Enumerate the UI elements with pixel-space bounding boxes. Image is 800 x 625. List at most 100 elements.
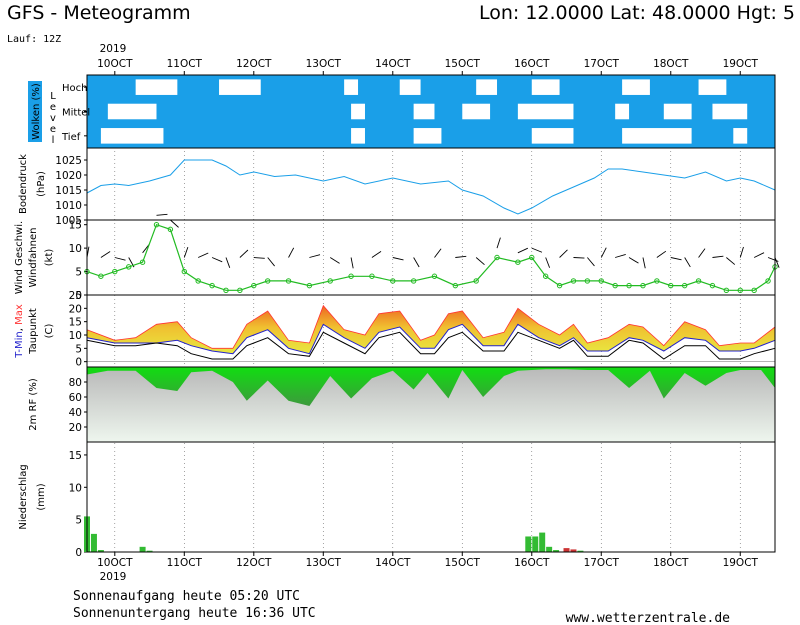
temperature-unit-label: (C) bbox=[44, 324, 55, 339]
wind-speed-point bbox=[556, 282, 563, 289]
wind-barb bbox=[712, 255, 724, 258]
cloud-clear-patch bbox=[462, 103, 491, 120]
cloud-clear-patch bbox=[733, 128, 748, 144]
wind-speed-point bbox=[612, 282, 618, 289]
pressure-tick-label: 1015 bbox=[55, 185, 82, 197]
wind-speed-point bbox=[327, 278, 333, 284]
cloud-clear-patch bbox=[698, 79, 727, 95]
year-label-top: 2019 bbox=[100, 43, 127, 55]
wind-speed-point bbox=[306, 282, 313, 289]
cloud-clear-patch bbox=[517, 103, 574, 120]
wind-barb bbox=[587, 257, 595, 267]
temperature-tick-label: 20 bbox=[69, 303, 82, 315]
cloud-clear-patch bbox=[100, 128, 164, 144]
wind-barb bbox=[455, 255, 467, 258]
wind-barb bbox=[531, 247, 543, 253]
cloud-axis-label: Wolken (%) bbox=[31, 83, 42, 140]
wind-barb bbox=[309, 254, 321, 258]
cloud-clear-patch bbox=[351, 103, 365, 120]
temperature-tick-label: 0 bbox=[75, 357, 82, 369]
wind-barb bbox=[753, 252, 765, 258]
wind-barb bbox=[545, 257, 551, 268]
cloud-clear-patch bbox=[531, 128, 574, 144]
wind-barb bbox=[774, 257, 780, 268]
precip-axis-label: Niederschlag bbox=[18, 464, 29, 529]
cloud-clear-patch bbox=[712, 103, 748, 120]
humidity-tick-label: 20 bbox=[69, 422, 82, 434]
humidity-area bbox=[87, 367, 775, 406]
day-label-top: 17OCT bbox=[584, 58, 620, 70]
precip-bar bbox=[146, 550, 153, 552]
precip-tick-label: 15 bbox=[69, 450, 82, 462]
humidity-tick-label: 60 bbox=[69, 392, 82, 404]
sunrise-text: Sonnenaufgang heute 05:20 UTC bbox=[73, 589, 300, 604]
cloud-label-box bbox=[28, 81, 42, 142]
wind-barb bbox=[573, 257, 585, 259]
site-link[interactable]: www.wetterzentrale.de bbox=[566, 611, 731, 625]
precip-bar bbox=[577, 550, 584, 552]
wind-speed-point bbox=[452, 282, 459, 289]
wind-barb bbox=[350, 257, 354, 269]
precip-tick-label: 0 bbox=[75, 547, 82, 559]
wind-barb-axis-label: Windfahnen bbox=[28, 228, 39, 288]
wind-barb bbox=[726, 257, 736, 265]
day-label-top: 18OCT bbox=[653, 58, 689, 70]
wind-speed-point bbox=[723, 287, 730, 294]
precip-bar bbox=[525, 536, 532, 552]
pressure-unit-label: (hPa) bbox=[36, 171, 47, 197]
temperature-tick-label: 15 bbox=[69, 317, 82, 329]
day-label-bottom: 19OCT bbox=[723, 557, 759, 569]
wind-speed-point bbox=[640, 282, 646, 289]
wind-barb bbox=[288, 247, 295, 258]
wind-barb bbox=[628, 257, 639, 264]
cloud-level-label: Hoch bbox=[62, 83, 87, 94]
wind-speed-point bbox=[285, 278, 292, 284]
wind-barb bbox=[170, 219, 179, 228]
day-label-top: 13OCT bbox=[306, 58, 342, 70]
label-separator: , bbox=[14, 325, 25, 331]
wind-barb bbox=[600, 247, 607, 258]
wind-tick-label: 15 bbox=[69, 220, 82, 232]
wind-speed-point bbox=[584, 278, 591, 284]
day-label-top: 12OCT bbox=[236, 58, 272, 70]
humidity-tick-label: 80 bbox=[69, 377, 82, 389]
wind-barb bbox=[371, 250, 382, 258]
precip-bar bbox=[90, 533, 97, 552]
tmin-label-part: T-Min bbox=[14, 331, 25, 359]
wind-speed-point bbox=[98, 273, 104, 279]
wind-speed-point bbox=[195, 278, 201, 284]
cloud-level-axis-letter: v bbox=[50, 113, 56, 124]
temperature-tick-label: 10 bbox=[69, 330, 82, 342]
dewpoint-axis-label: Taupunkt bbox=[28, 308, 39, 355]
day-label-bottom: 12OCT bbox=[236, 557, 272, 569]
tmax-series-line bbox=[86, 304, 776, 349]
run-label: Lauf: 12Z bbox=[7, 34, 61, 45]
precip-bar bbox=[532, 536, 539, 552]
wind-speed-point bbox=[209, 282, 215, 289]
day-label-top: 16OCT bbox=[514, 58, 550, 70]
wind-speed-point bbox=[598, 278, 604, 284]
wind-barb bbox=[211, 257, 223, 263]
precip-bar bbox=[563, 548, 570, 552]
temperature-band bbox=[87, 305, 775, 354]
cloud-clear-patch bbox=[413, 128, 442, 144]
wind-axis-label: Wind Geschwi. bbox=[14, 221, 25, 294]
tmax-label-part: Max bbox=[14, 304, 25, 325]
dewpoint-series-line bbox=[86, 331, 776, 360]
wind-barb bbox=[684, 257, 691, 268]
wind-speed-point bbox=[515, 259, 521, 265]
sunset-text: Sonnenuntergang heute 16:36 UTC bbox=[73, 606, 316, 621]
cloud-clear-patch bbox=[476, 79, 498, 95]
wind-barb bbox=[642, 257, 646, 269]
temperature-tick-label: 5 bbox=[75, 343, 82, 355]
day-label-top: 15OCT bbox=[445, 58, 481, 70]
wind-barb bbox=[225, 257, 231, 268]
wind-barb bbox=[100, 251, 111, 258]
pressure-axis-label: Bodendruck bbox=[18, 154, 29, 214]
day-label-top: 14OCT bbox=[375, 58, 411, 70]
wind-speed-point bbox=[751, 287, 757, 294]
cloud-clear-patch bbox=[531, 79, 560, 95]
wind-tick-label: 10 bbox=[69, 243, 82, 255]
